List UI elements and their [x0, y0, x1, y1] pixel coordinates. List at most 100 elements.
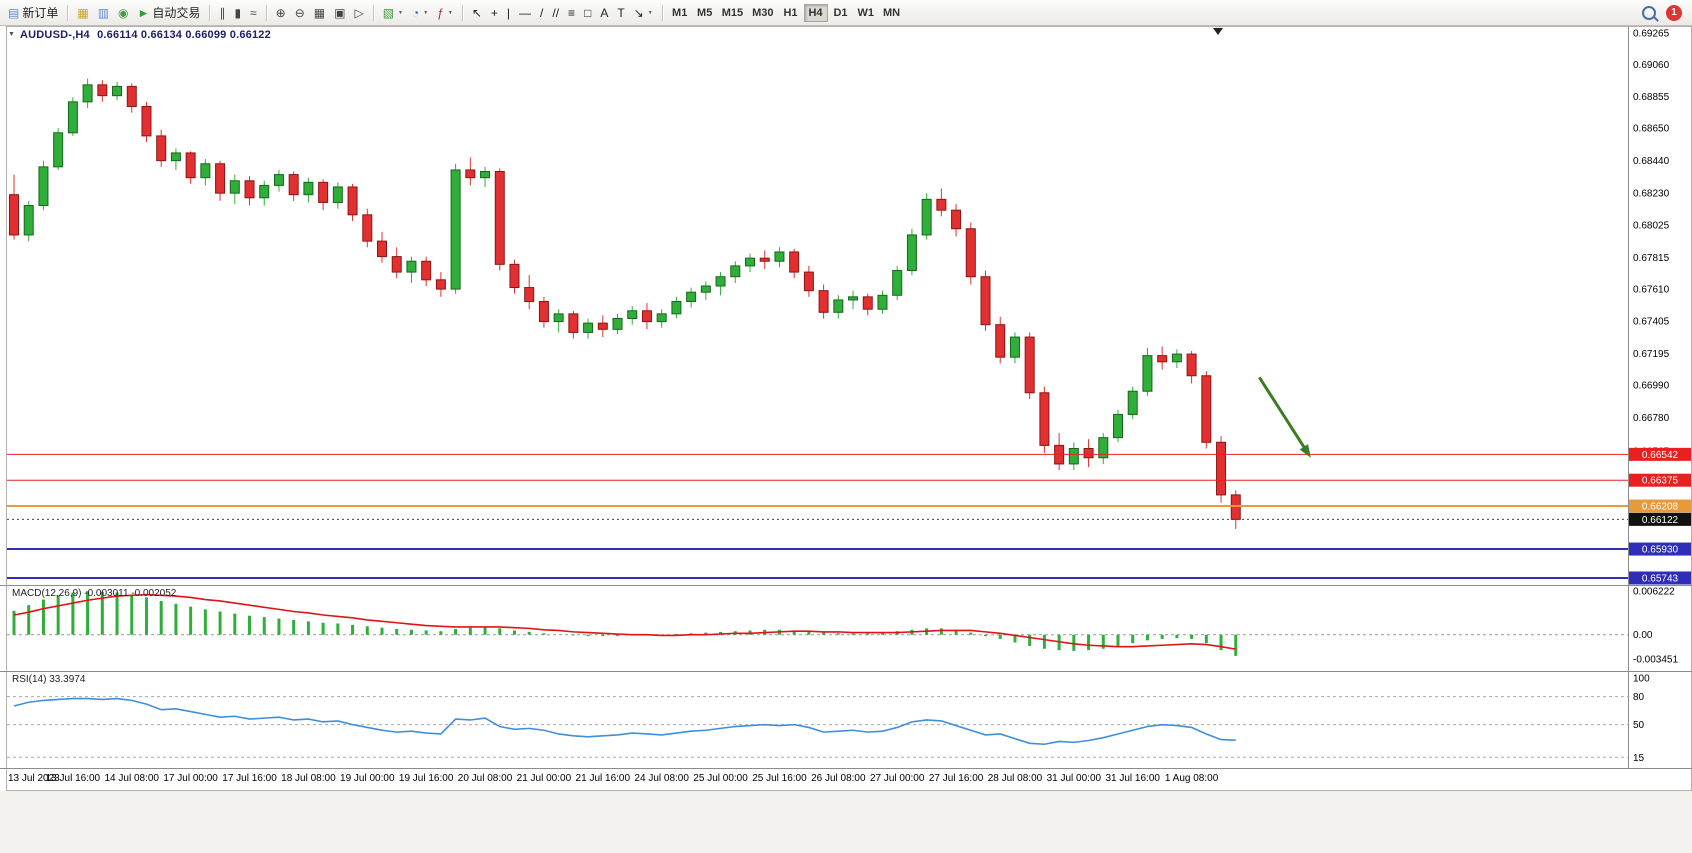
chart-plot-area[interactable]: [7, 27, 1628, 584]
rsi-pane: 100 80 50 15: [7, 674, 1650, 764]
candle: [597, 315, 608, 338]
arrows-button[interactable]: ↘ ▼: [630, 3, 657, 23]
data-window-button[interactable]: ▥: [94, 3, 113, 23]
candle: [671, 296, 682, 319]
label-button[interactable]: T: [613, 3, 628, 23]
navigator-button[interactable]: ◉: [114, 3, 132, 23]
hline-button[interactable]: —: [515, 3, 535, 23]
chart-shift-marker[interactable]: [1213, 28, 1223, 35]
arrow-object[interactable]: [1258, 376, 1311, 458]
timeframe-w1[interactable]: W1: [854, 4, 879, 22]
candle: [435, 272, 446, 297]
horizontal-line-object[interactable]: 0.66208: [7, 499, 1691, 513]
candle: [288, 171, 299, 201]
macd-pane: 0.006222 0.00 -0.003451: [7, 586, 1678, 665]
candle: [509, 259, 520, 294]
horizontal-line-object[interactable]: 0.65930: [7, 542, 1691, 556]
tile-windows-icon: ▦: [313, 5, 326, 20]
candle: [1083, 439, 1094, 468]
line-chart-button[interactable]: ≈: [246, 3, 261, 23]
candle: [141, 101, 152, 143]
arrange-icon: ▣: [334, 5, 346, 20]
zoom-out-button[interactable]: ⊖: [291, 3, 309, 23]
new-order-icon: ▤: [8, 5, 20, 20]
autotrading-button[interactable]: ► 自动交易: [134, 3, 205, 23]
timeframe-m15[interactable]: M15: [718, 4, 747, 22]
timeframe-m30[interactable]: M30: [748, 4, 777, 22]
notification-badge[interactable]: 1: [1666, 4, 1682, 21]
tile-windows-button[interactable]: ▦: [310, 3, 329, 23]
chart-background: [0, 26, 1692, 853]
timeframe-m5[interactable]: M5: [693, 4, 717, 22]
indicators-button[interactable]: ƒ ▼: [433, 3, 457, 23]
rsi-axis-label: 100: [1633, 674, 1650, 685]
candle: [82, 78, 93, 109]
text-icon: A: [600, 5, 609, 20]
candle: [67, 97, 78, 136]
candle: [200, 159, 211, 186]
time-axis-label: 27 Jul 16:00: [929, 773, 984, 784]
time-axis-label: 31 Jul 16:00: [1105, 773, 1160, 784]
shapes-button[interactable]: □: [580, 3, 595, 23]
dropdown-caret-icon: ▼: [647, 9, 653, 16]
candle: [53, 128, 64, 170]
channel-button[interactable]: //: [548, 3, 563, 23]
timeframe-mn[interactable]: MN: [879, 4, 904, 22]
vline-button[interactable]: |: [503, 3, 514, 23]
text-button[interactable]: A: [596, 3, 612, 23]
rsi-axis-label: 15: [1633, 753, 1645, 764]
candle: [759, 250, 770, 269]
price-badge: [1629, 571, 1691, 585]
timeframe-d1[interactable]: D1: [829, 4, 853, 22]
candle: [494, 168, 505, 271]
crosshair-icon: +: [490, 5, 498, 20]
trendline-button[interactable]: /: [536, 3, 547, 23]
timeframe-h4[interactable]: H4: [803, 3, 828, 22]
macd-axis-label: 0.00: [1633, 630, 1653, 641]
time-axis-label: 24 Jul 08:00: [634, 773, 689, 784]
horizontal-line-object[interactable]: 0.65743: [7, 571, 1691, 585]
candle: [1098, 433, 1109, 464]
fibo-icon: ≡: [568, 5, 576, 20]
candle: [568, 310, 579, 339]
current-price-line: 0.66122: [7, 512, 1691, 526]
candle-chart-button[interactable]: ▮: [230, 3, 245, 23]
candle: [553, 309, 564, 333]
toolbar-separator: [67, 4, 69, 21]
candle: [921, 193, 932, 240]
shift-chart-button[interactable]: ▷: [350, 3, 367, 23]
market-watch-button[interactable]: ▦: [73, 3, 92, 23]
arrange-button[interactable]: ▣: [330, 3, 349, 23]
cursor-button[interactable]: ↖: [468, 3, 486, 23]
crosshair-button[interactable]: +: [487, 3, 502, 23]
candle: [774, 247, 785, 268]
bar-chart-button[interactable]: ∥: [215, 3, 229, 23]
timeframe-h1[interactable]: H1: [779, 4, 803, 22]
bar-chart-icon: ∥: [219, 5, 226, 20]
horizontal-line-object[interactable]: 0.66542: [7, 447, 1691, 461]
macd-axis-label: -0.003451: [1633, 654, 1678, 665]
dropdown-caret-icon: ▼: [423, 9, 429, 16]
new-order-button[interactable]: ▤ 新订单: [4, 3, 62, 23]
period-button[interactable]: ◔ ▼: [408, 3, 432, 23]
shapes-icon: □: [584, 5, 592, 20]
horizontal-line-object[interactable]: 0.66375: [7, 473, 1691, 487]
timeframe-m1[interactable]: M1: [668, 4, 692, 22]
candle-chart-icon: ▮: [234, 5, 242, 20]
candle: [406, 256, 417, 283]
fibo-button[interactable]: ≡: [564, 3, 579, 23]
candle: [465, 157, 476, 186]
price-axis-label: 0.66780: [1633, 413, 1670, 424]
new-chart-button[interactable]: ▧ ▼: [379, 3, 407, 23]
search-icon[interactable]: [1642, 5, 1656, 20]
price-axis-label: 0.69265: [1633, 29, 1670, 40]
clock-icon: ◔: [411, 5, 420, 20]
candle: [112, 81, 123, 101]
price-axis-label: 0.68025: [1633, 220, 1670, 231]
chart-collapse-icon[interactable]: [8, 31, 15, 38]
candle: [583, 318, 594, 339]
zoom-in-button[interactable]: ⊕: [272, 3, 290, 23]
play-icon: ►: [137, 5, 150, 20]
candle: [1113, 409, 1123, 443]
